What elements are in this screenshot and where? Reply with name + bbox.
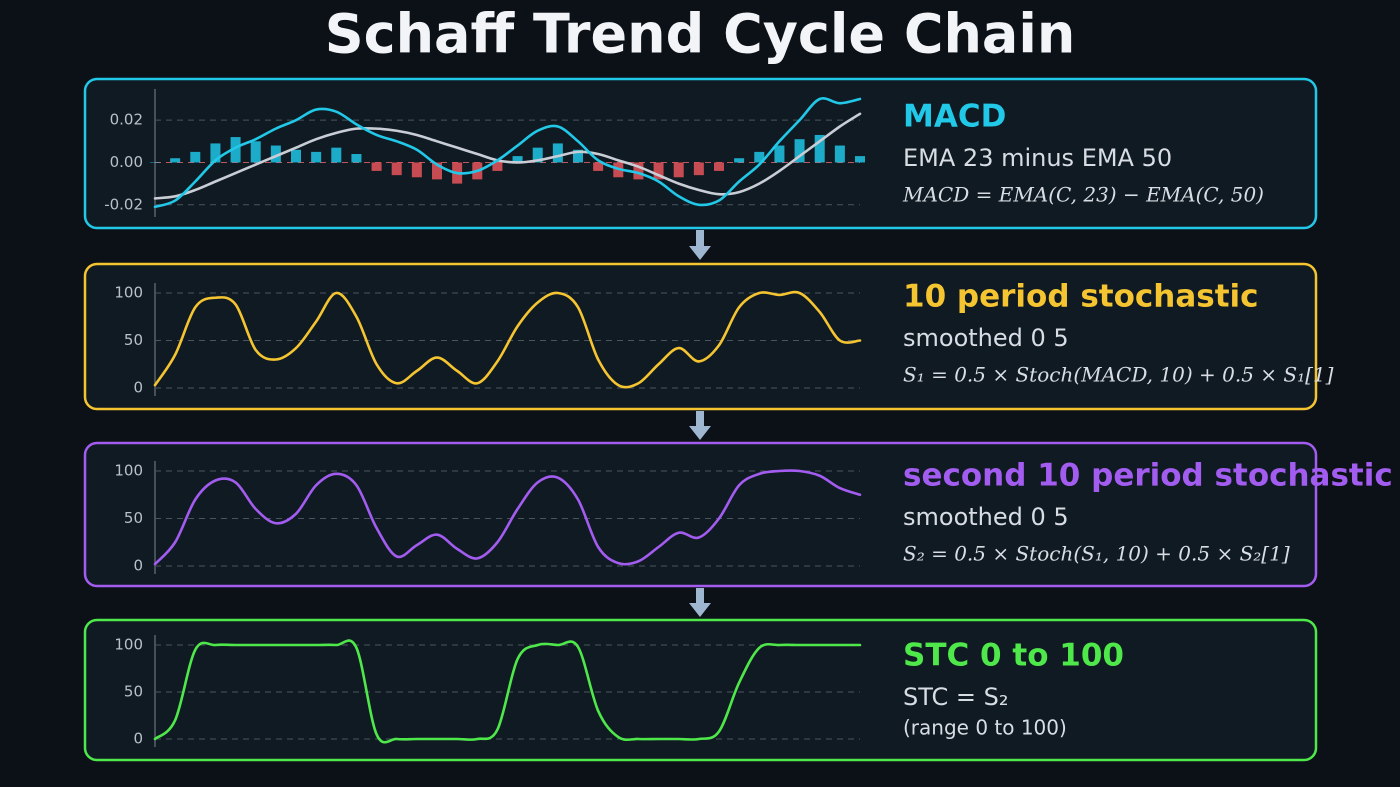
y-tick-label: 0 (133, 557, 143, 575)
panel-frame (83, 618, 1318, 762)
panel-frame (83, 262, 1318, 411)
panel-subtitle: STC = S₂ (903, 683, 1008, 711)
histogram-bar (814, 134, 825, 163)
histogram-bar (270, 145, 281, 163)
histogram-bar (532, 147, 543, 163)
histogram-bar (754, 151, 765, 163)
histogram-bar (351, 154, 362, 163)
panel-subtitle: smoothed 0 5 (903, 503, 1069, 531)
panel: 100 50 0 STC 0 to 100 STC = S₂ (range 0 to 10… (83, 618, 1318, 762)
panel-formula: MACD = EMA(C, 23) − EMA(C, 50) (902, 183, 1264, 207)
histogram-bar (714, 162, 724, 171)
histogram-bar (512, 156, 523, 163)
y-tick-label: 0 (133, 379, 143, 397)
histogram-bar (573, 149, 583, 163)
histogram-bar (593, 162, 604, 171)
histogram-bar (411, 162, 422, 178)
y-tick-label: 0 (133, 730, 143, 748)
histogram-bar (653, 162, 664, 180)
arrows (689, 230, 711, 617)
histogram-bar (855, 156, 865, 163)
y-tick-label: 100 (114, 284, 143, 302)
histogram-bar (693, 162, 704, 176)
y-tick-label: 0.02 (110, 111, 143, 129)
histogram-bar (492, 162, 503, 171)
panel-title: MACD (903, 99, 1006, 135)
panel-title: second 10 period stochastic (903, 458, 1393, 494)
histogram-bar (633, 162, 644, 180)
histogram-bar (230, 137, 241, 163)
panel-subtitle: smoothed 0 5 (903, 324, 1069, 352)
y-tick-label: 0.00 (110, 153, 143, 171)
panel: 100 50 0 10 period stochastic smoothed 0 5 S₁… (83, 262, 1334, 411)
panel-formula: S₁ = 0.5 × Stoch(MACD, 10) + 0.5 × S₁[1] (903, 363, 1334, 387)
y-tick-label: -0.02 (104, 195, 143, 213)
histogram-bar (291, 149, 301, 163)
histogram-bar (391, 162, 402, 176)
line-series (153, 290, 862, 389)
panel-frame (83, 77, 1318, 230)
line-series (153, 639, 862, 744)
y-tick-label: 50 (124, 509, 143, 527)
histogram-bar (250, 141, 261, 163)
panel-subtitle: EMA 23 minus EMA 50 (903, 144, 1172, 172)
histogram-bar (170, 158, 181, 163)
histogram-bar (190, 151, 201, 163)
histogram-bar (311, 151, 322, 163)
histogram-bar (371, 162, 382, 171)
histogram-bar (210, 143, 221, 163)
histogram-bar (673, 162, 684, 178)
panel-formula: (range 0 to 100) (903, 716, 1067, 740)
y-tick-label: 50 (124, 683, 143, 701)
line-series (153, 97, 862, 209)
line-series (153, 469, 862, 566)
histogram-bar (432, 162, 442, 180)
histogram-bar (794, 139, 805, 163)
line-series (153, 112, 862, 200)
y-tick-label: 50 (124, 331, 143, 349)
histogram-bar (834, 145, 845, 163)
panel-title: 10 period stochastic (903, 279, 1259, 315)
panel: 0.02 0.00 -0.02 MACD EMA 23 minus EMA 50 MACD… (83, 77, 1318, 230)
histogram-bar (150, 162, 160, 163)
y-tick-label: 100 (114, 462, 143, 480)
panel-formula: S₂ = 0.5 × Stoch(S₁, 10) + 0.5 × S₂[1] (903, 542, 1290, 566)
y-tick-label: 100 (114, 636, 143, 654)
panel: 100 50 0 second 10 period stochastic smoothe… (83, 441, 1393, 588)
histogram-bar (331, 147, 342, 163)
panel-title: STC 0 to 100 (903, 638, 1124, 674)
histogram-bar (774, 145, 785, 163)
page-title: Schaff Trend Cycle Chain (325, 3, 1076, 66)
panel-frame (83, 441, 1318, 588)
histogram-bar (552, 143, 563, 163)
histogram-bar (734, 158, 745, 163)
